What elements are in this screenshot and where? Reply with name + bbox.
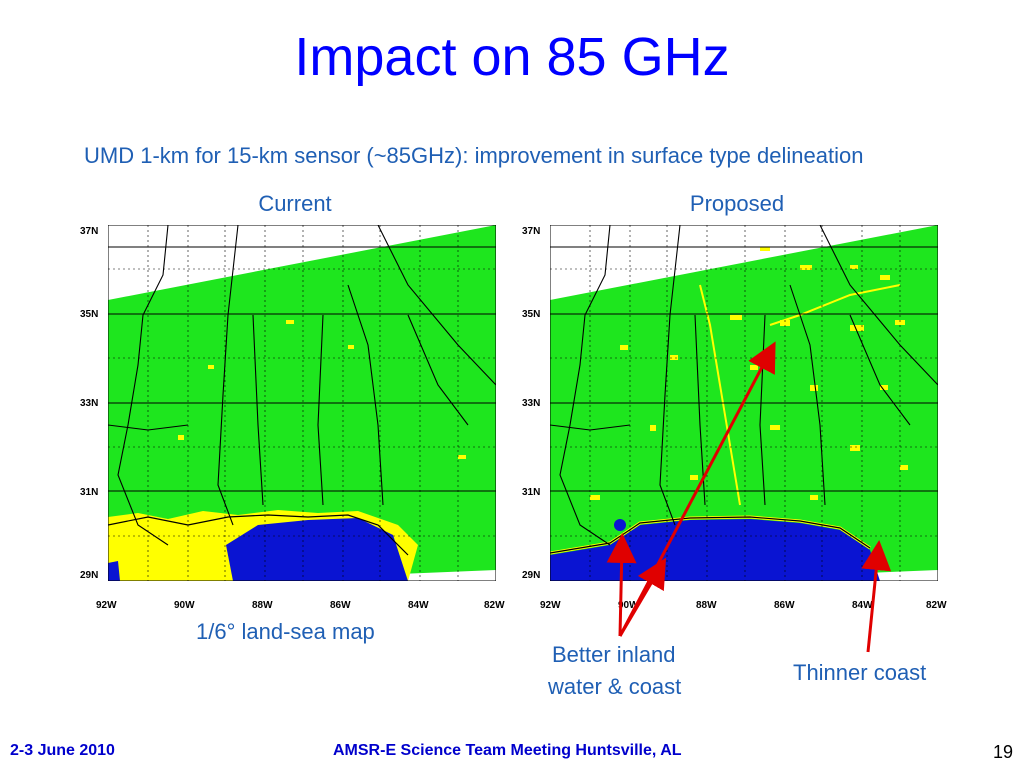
arrow-thinner-coast [861,540,892,653]
lat-label-31n-left: 31N [80,487,99,498]
annotation-inland-line1: Better inland [552,642,676,667]
lon-label-88w-right: 88W [696,600,717,611]
lon-label-86w-right: 86W [774,600,795,611]
arrow-inland-water [618,341,776,637]
panel-title-current: Current [258,191,332,216]
water-body [226,518,408,581]
lon-label-82w-right: 82W [926,600,947,611]
lat-label-37n-left: 37N [80,226,99,237]
lon-label-88w-left: 88W [252,600,273,611]
page-number: 19 [993,742,1014,762]
annotation-thinner-coast: Thinner coast [793,660,927,685]
lat-label-33n-left: 33N [80,398,99,409]
footer-event: AMSR-E Science Team Meeting Huntsville, … [333,742,682,759]
lat-label-37n-right: 37N [522,226,541,237]
lat-label-35n-left: 35N [80,309,99,320]
lon-label-90w-left: 90W [174,600,195,611]
lon-label-84w-left: 84W [408,600,429,611]
slide-title: Impact on 85 GHz [294,27,730,87]
lon-label-84w-right: 84W [852,600,873,611]
lat-label-33n-right: 33N [522,398,541,409]
map-current [108,225,496,581]
figure-heading: UMD 1-km for 15-km sensor (~85GHz): impr… [84,143,864,168]
lon-label-86w-left: 86W [330,600,351,611]
annotation-inland-line2: water & coast [548,674,682,699]
lon-label-92w-right: 92W [540,600,561,611]
lon-label-90w-right: 90W [618,600,639,611]
lat-label-35n-right: 35N [522,309,541,320]
lat-label-29n-left: 29N [80,570,99,581]
lon-label-92w-left: 92W [96,600,117,611]
panel-title-proposed: Proposed [689,191,785,216]
footer-date: 2-3 June 2010 [10,742,115,759]
arrow-inland-bay [606,533,637,637]
arrow-inland-coast [618,557,667,637]
lon-label-82w-left: 82W [484,600,505,611]
lat-label-31n-right: 31N [522,487,541,498]
lat-label-29n-right: 29N [522,570,541,581]
caption-land-sea-map: 1/6° land-sea map [196,619,375,644]
